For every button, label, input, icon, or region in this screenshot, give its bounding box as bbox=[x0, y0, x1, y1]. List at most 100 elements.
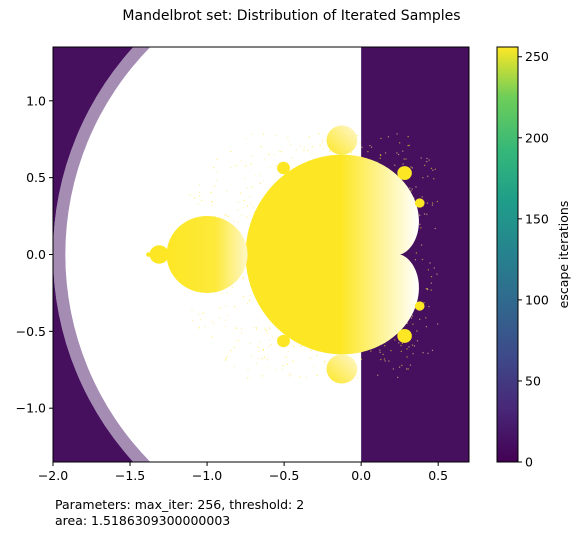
dust-point bbox=[413, 345, 416, 347]
dust-point bbox=[249, 285, 252, 287]
dust-point bbox=[429, 262, 431, 264]
dust-point bbox=[253, 326, 255, 328]
dust-point bbox=[431, 202, 434, 204]
dust-point bbox=[197, 203, 199, 205]
dust-point bbox=[380, 137, 382, 140]
dust-point bbox=[266, 332, 269, 335]
dust-point bbox=[258, 341, 260, 343]
dust-point bbox=[199, 318, 202, 321]
dust-point bbox=[191, 309, 193, 311]
x-tick-label: −0.5 bbox=[269, 468, 299, 483]
dust-point bbox=[380, 154, 382, 157]
dust-point bbox=[382, 353, 384, 355]
dust-point bbox=[225, 305, 227, 307]
dust-point bbox=[235, 326, 237, 328]
dust-point bbox=[251, 186, 253, 188]
dust-point bbox=[316, 374, 318, 376]
dust-point bbox=[224, 359, 227, 361]
dust-point bbox=[426, 202, 428, 204]
dust-point bbox=[226, 356, 228, 358]
dust-point bbox=[387, 136, 390, 138]
dust-point bbox=[271, 336, 274, 338]
dust-point bbox=[411, 344, 414, 346]
dust-point bbox=[260, 146, 262, 148]
dust-point bbox=[286, 363, 288, 365]
dust-point bbox=[414, 259, 417, 261]
dust-point bbox=[426, 161, 428, 163]
parameters-line: Parameters: max_iter: 256, threshold: 2 bbox=[55, 497, 305, 512]
dust-point bbox=[250, 354, 252, 357]
dust-point bbox=[311, 146, 313, 148]
dust-point bbox=[410, 317, 413, 319]
period-3-bulb-top bbox=[326, 125, 358, 155]
dust-point bbox=[371, 146, 373, 148]
dust-point bbox=[419, 318, 421, 320]
period-3-bulb-bottom bbox=[326, 354, 358, 384]
dust-point bbox=[420, 157, 422, 159]
dust-point bbox=[261, 357, 263, 360]
period-5-bulb-top bbox=[414, 198, 425, 208]
dust-point bbox=[269, 328, 271, 330]
y-tick-label: −0.5 bbox=[16, 324, 46, 339]
dust-point bbox=[300, 345, 302, 348]
period-4-bulb-top bbox=[397, 166, 412, 180]
dust-point bbox=[233, 346, 235, 349]
x-axis: −2.0 −1.5 −1.0 −0.5 0.0 0.5 bbox=[38, 462, 448, 483]
dust-point bbox=[426, 288, 428, 290]
dust-point bbox=[305, 376, 308, 379]
dust-point bbox=[287, 137, 289, 139]
dust-point bbox=[285, 356, 287, 358]
dust-point bbox=[409, 364, 411, 366]
dust-point bbox=[198, 191, 200, 193]
dust-point bbox=[246, 205, 249, 207]
dust-point bbox=[425, 325, 428, 328]
dust-point bbox=[434, 168, 436, 170]
dust-point bbox=[310, 350, 312, 352]
dust-point bbox=[430, 289, 432, 291]
dust-point bbox=[416, 330, 418, 332]
dust-point bbox=[250, 163, 252, 165]
dust-point bbox=[215, 180, 217, 182]
dust-point bbox=[408, 346, 410, 348]
dust-point bbox=[421, 196, 423, 198]
dust-point bbox=[259, 173, 261, 176]
dust-point bbox=[291, 157, 293, 159]
y-axis: −1.0 −0.5 0.0 0.5 1.0 bbox=[16, 93, 53, 416]
period-4-bulb bbox=[149, 245, 169, 264]
dust-point bbox=[436, 273, 438, 275]
dust-point bbox=[201, 199, 203, 202]
dust-point bbox=[411, 188, 413, 190]
dust-point bbox=[406, 356, 408, 358]
colorbar-frame bbox=[496, 46, 519, 463]
dust-point bbox=[211, 320, 213, 323]
dust-point bbox=[216, 158, 218, 160]
main-cardioid bbox=[245, 154, 419, 355]
dust-point bbox=[379, 351, 381, 353]
dust-point bbox=[422, 177, 424, 179]
dust-point bbox=[431, 349, 434, 351]
dust-point bbox=[204, 326, 206, 328]
dust-point bbox=[379, 349, 381, 351]
dust-point bbox=[357, 377, 359, 379]
colorbar-axis: 0 50 100 150 200 250 bbox=[518, 49, 549, 470]
colorbar-tick-label: 200 bbox=[525, 130, 549, 145]
dust-point bbox=[408, 144, 410, 147]
dust-point bbox=[350, 152, 353, 154]
colorbar-tick-label: 100 bbox=[525, 292, 549, 307]
dust-point bbox=[426, 213, 428, 215]
dust-point bbox=[426, 157, 428, 160]
dust-point bbox=[221, 292, 223, 294]
dust-point bbox=[400, 350, 402, 352]
dust-point bbox=[427, 175, 429, 177]
colorbar-tick-label: 0 bbox=[525, 455, 533, 470]
dust-point bbox=[263, 356, 266, 358]
dust-point bbox=[390, 350, 392, 352]
dust-point bbox=[258, 358, 260, 360]
dust-point bbox=[379, 157, 381, 159]
dust-point bbox=[412, 323, 414, 325]
dust-point bbox=[413, 197, 415, 199]
dust-point bbox=[290, 374, 292, 376]
dust-point bbox=[266, 367, 268, 369]
dust-point bbox=[247, 377, 249, 379]
